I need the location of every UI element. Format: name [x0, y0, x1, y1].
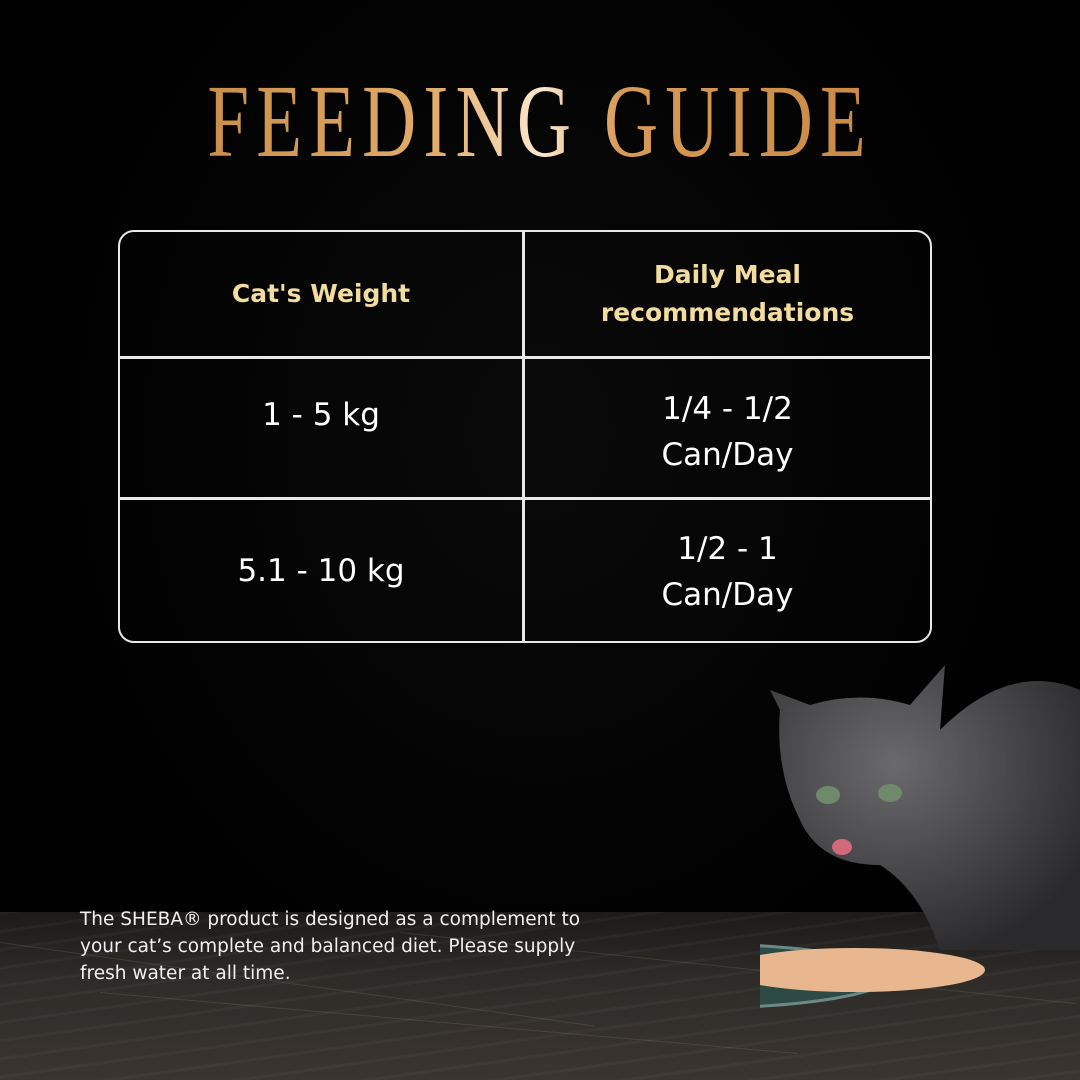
- cat-body: [770, 665, 1080, 950]
- cat-eye-left: [816, 786, 840, 804]
- feeding-table: Cat's Weight Daily Meal recommendations …: [118, 230, 932, 643]
- row1-meal-unit: Can/Day: [661, 437, 794, 473]
- header-cats-weight: Cat's Weight: [231, 279, 411, 308]
- cat-with-bowl-image: [760, 665, 1080, 1008]
- wooden-floor: [0, 912, 1080, 1080]
- row2-meal-unit: Can/Day: [661, 577, 794, 613]
- row1-meal: 1/4 - 1/2 Can/Day: [525, 382, 930, 482]
- food: [760, 948, 985, 992]
- row2-meal: 1/2 - 1 Can/Day: [525, 512, 930, 632]
- row1-weight: 1 - 5 kg: [262, 397, 380, 433]
- row2-weight: 5.1 - 10 kg: [237, 552, 405, 589]
- row2-meal-amount: 1/2 - 1: [677, 531, 778, 567]
- cat-eye-right: [878, 784, 902, 802]
- cat-tongue: [832, 839, 852, 855]
- footnote: The SHEBA® product is designed as a comp…: [80, 909, 581, 984]
- page-title: FEEDING GUIDE: [207, 64, 873, 179]
- header-daily-meal: Daily Meal recommendations: [600, 260, 855, 327]
- row1-meal-amount: 1/4 - 1/2: [662, 391, 793, 427]
